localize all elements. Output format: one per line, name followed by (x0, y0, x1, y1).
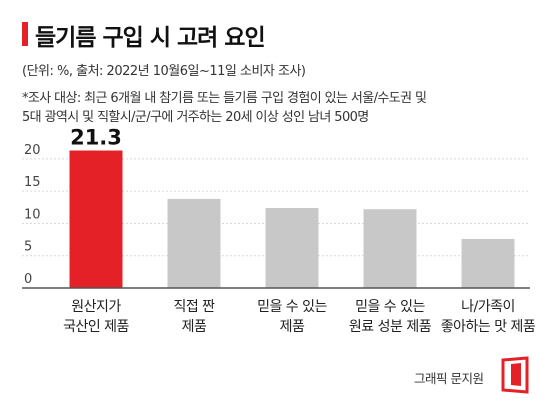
x-category-label: 믿을 수 있는 (257, 299, 327, 315)
y-tick-label: 15 (24, 175, 41, 190)
bar (265, 207, 319, 288)
bar (461, 238, 515, 288)
chart-title: 들기름 구입 시 고려 요인 (35, 25, 266, 51)
x-category-label: 나/가족이 (461, 299, 515, 315)
y-tick-label: 20 (24, 143, 41, 158)
x-category-label: 제품 (280, 319, 305, 335)
x-category-label: 제품 (182, 319, 207, 335)
x-category-label: 직접 짠 (173, 299, 215, 315)
x-category-label: 원산지가 (71, 299, 121, 315)
x-category-label: 좋아하는 맛 제품 (441, 319, 536, 335)
title-accent-bar (22, 22, 28, 46)
graphic-credit: 그래픽 문지원 (414, 371, 484, 386)
x-category-label: 믿을 수 있는 (355, 299, 425, 315)
survey-note: *조사 대상: 최근 6개월 내 참기름 또는 들기름 구입 경험이 있는 서울… (22, 89, 532, 127)
bar-value-label: 21.3 (70, 126, 122, 150)
survey-note-line-1: *조사 대상: 최근 6개월 내 참기름 또는 들기름 구입 경험이 있는 서울… (22, 91, 427, 106)
bar (167, 198, 221, 288)
y-tick-label: 10 (24, 207, 41, 222)
y-tick-label: 0 (24, 272, 32, 287)
bar (363, 209, 417, 288)
x-category-label: 국산인 제품 (63, 319, 129, 335)
bar (69, 150, 123, 288)
y-tick-label: 5 (24, 240, 32, 255)
publisher-logo-icon (501, 356, 529, 394)
x-category-label: 원료 성분 제품 (349, 319, 432, 335)
survey-note-line-2: 5대 광역시 및 직할시/군/구에 거주하는 20세 이상 성인 남녀 500명 (22, 110, 369, 125)
chart-subtitle: (단위: %, 출처: 2022년 10월6일~11일 소비자 조사) (22, 64, 306, 79)
